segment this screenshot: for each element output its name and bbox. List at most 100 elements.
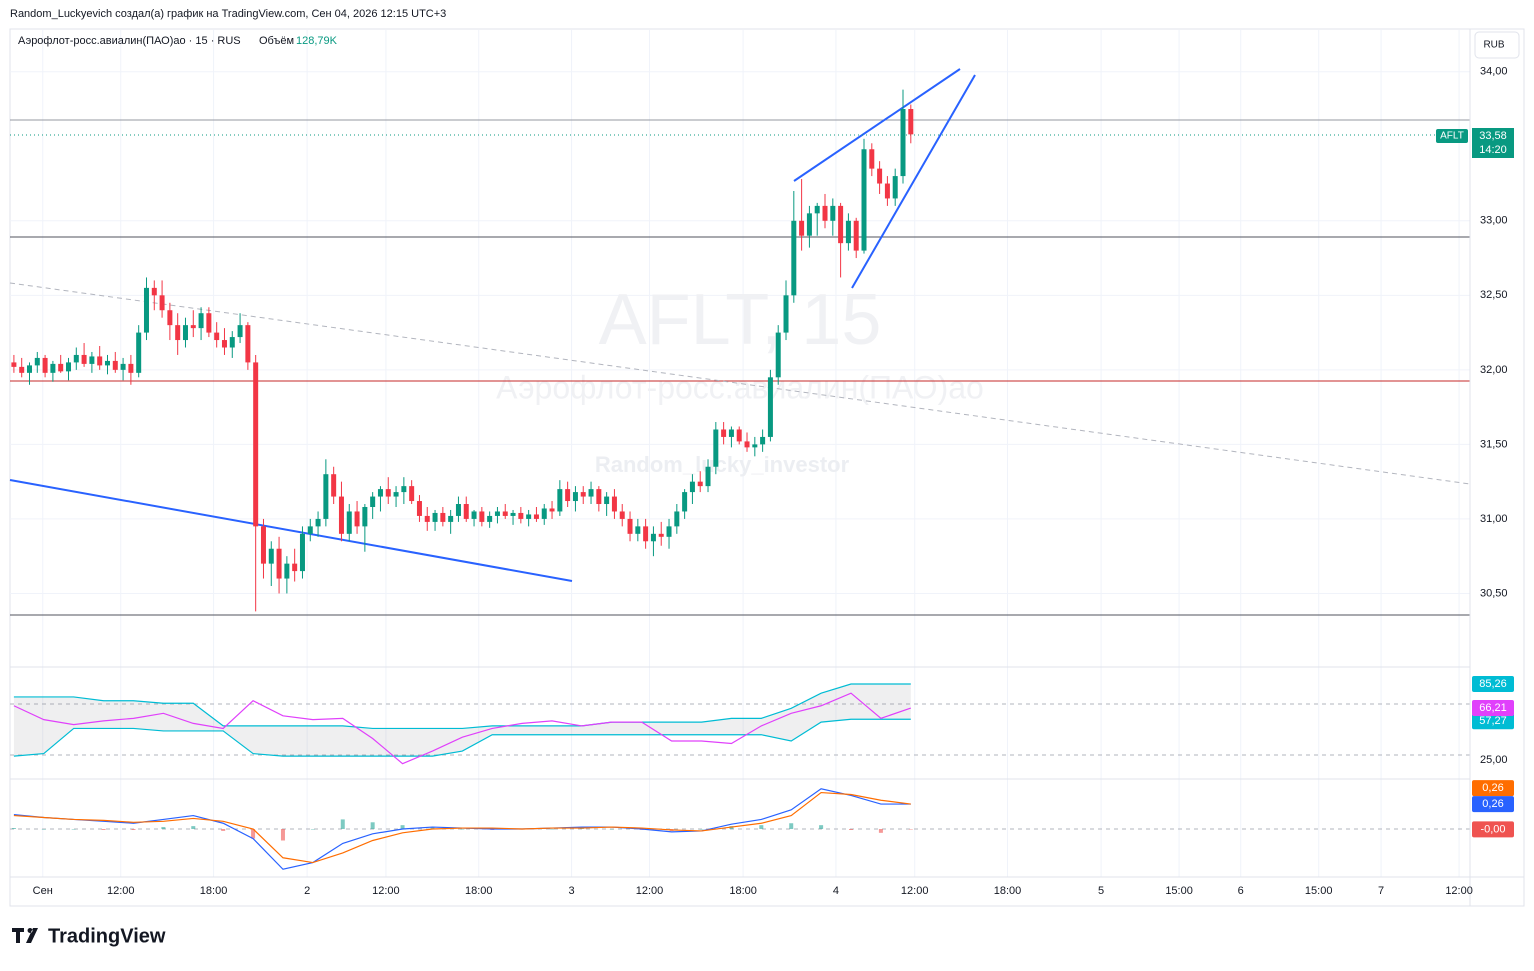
candle-body xyxy=(853,220,859,251)
candle-body xyxy=(892,176,898,199)
candle-body xyxy=(393,492,399,497)
value-badge xyxy=(1472,780,1514,797)
candle-body xyxy=(767,377,773,437)
candle-body xyxy=(323,474,329,519)
candle-body xyxy=(877,168,883,184)
candle-body xyxy=(799,220,805,236)
watermark-name: Аэрофлот-росс.авиалин(ПАО)ао xyxy=(496,369,984,405)
currency-box[interactable] xyxy=(1474,31,1520,59)
candle-body xyxy=(752,444,758,448)
value-badge-label: 85,26 xyxy=(1479,678,1507,690)
candle-body xyxy=(666,526,672,537)
candle-body xyxy=(237,325,243,338)
logo: TradingView xyxy=(12,925,166,947)
candle-body xyxy=(791,220,797,296)
histogram-bar xyxy=(11,828,16,829)
candle-body xyxy=(455,504,461,516)
candle-body xyxy=(658,533,664,537)
x-tick-label: 3 xyxy=(568,885,574,897)
candle-body xyxy=(112,360,118,370)
candle-body xyxy=(541,508,547,519)
candle-body xyxy=(580,492,586,497)
histogram-bar xyxy=(131,829,136,830)
candle-body xyxy=(276,548,282,579)
candle-body xyxy=(463,504,469,519)
candle-body xyxy=(908,109,914,135)
candle-body xyxy=(650,533,656,542)
candle-body xyxy=(19,366,25,373)
candle-body xyxy=(370,496,376,507)
candle-body xyxy=(471,511,477,519)
candle-body xyxy=(869,149,875,169)
candle-body xyxy=(190,325,196,329)
candle-body xyxy=(299,533,305,572)
candle-body xyxy=(502,511,508,516)
indicator-line xyxy=(13,718,911,757)
candle-body xyxy=(128,363,134,373)
candle-body xyxy=(510,512,516,516)
currency[interactable]: RUB xyxy=(1483,40,1504,51)
histogram-bar xyxy=(819,825,824,829)
histogram-bar xyxy=(908,829,913,830)
candle-body xyxy=(518,512,524,519)
histogram-bar xyxy=(460,829,465,830)
candle-body xyxy=(596,489,602,505)
histogram-bar xyxy=(878,829,883,833)
x-tick-label: 6 xyxy=(1238,885,1244,897)
histogram-bar xyxy=(310,829,315,830)
candle-body xyxy=(97,356,103,366)
candle-body xyxy=(440,512,446,522)
candle-body xyxy=(104,360,110,366)
x-tick-label: 18:00 xyxy=(729,885,757,897)
histogram-bar xyxy=(400,825,405,829)
candle-body xyxy=(721,429,727,437)
candle-body xyxy=(81,354,87,364)
histogram-bar xyxy=(550,829,555,830)
value-badge xyxy=(1472,713,1514,730)
candle-body xyxy=(448,515,454,522)
price-badge xyxy=(1472,128,1514,158)
grid xyxy=(10,30,1470,877)
candle-body xyxy=(315,518,321,527)
candle-body xyxy=(11,362,17,367)
value-badge-label: -0,00 xyxy=(1480,823,1505,835)
candle-body xyxy=(611,496,617,512)
y-tick-label: 33,00 xyxy=(1480,215,1508,227)
y-tick-label: 32,50 xyxy=(1480,289,1508,301)
candle-body xyxy=(253,362,259,527)
last-price: 33,58 xyxy=(1479,130,1507,142)
candle-body xyxy=(783,295,789,333)
candle-body xyxy=(697,481,703,487)
y-tick-label: 31,00 xyxy=(1480,513,1508,525)
histogram-bar xyxy=(340,819,345,829)
candle-body xyxy=(284,563,290,579)
candle-body xyxy=(151,287,157,296)
candle-body xyxy=(143,287,149,333)
x-tick-label: 12:00 xyxy=(372,885,400,897)
candle-body xyxy=(432,512,438,522)
candle-body xyxy=(619,511,625,519)
candle-body xyxy=(682,492,688,512)
candle-body xyxy=(307,526,313,534)
candle-body xyxy=(744,441,750,448)
candle-body xyxy=(338,496,344,534)
candle-body xyxy=(206,313,212,333)
candle-body xyxy=(728,429,734,437)
candle-body xyxy=(73,354,79,363)
value-badge-label: 66,21 xyxy=(1479,702,1507,714)
candle-body xyxy=(159,295,165,311)
candle-body xyxy=(424,515,430,522)
candle-body xyxy=(175,325,181,341)
histogram-bar xyxy=(370,822,375,829)
candle-body xyxy=(830,205,836,221)
watermark-author: Random_lucky_investor xyxy=(595,452,850,477)
candle-body xyxy=(120,363,126,370)
ticker-badge xyxy=(1436,129,1468,143)
candle-body xyxy=(557,489,563,512)
candle-body xyxy=(268,548,274,564)
candle-body xyxy=(689,481,695,493)
candle-body xyxy=(900,109,906,177)
candle-body xyxy=(136,332,142,373)
